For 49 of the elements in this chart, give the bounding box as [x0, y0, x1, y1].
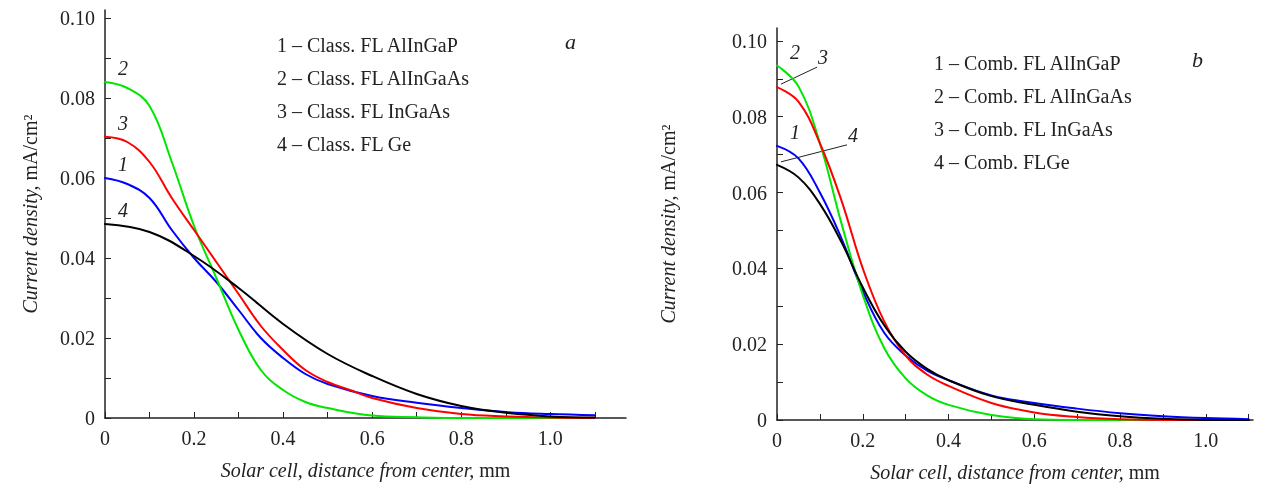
y-tick-label: 0.10	[732, 29, 767, 52]
y-axis-title: Current density, mA/cm²	[19, 114, 42, 314]
x-tick-label: 1.0	[537, 427, 563, 449]
x-tick-label: 0.6	[1021, 429, 1047, 451]
y-tick-label: 0.02	[60, 327, 95, 349]
x-tick-label: 0.8	[448, 427, 474, 449]
x-axis-title: Solar cell, distance from center, mm	[870, 461, 1161, 484]
series-label: 1	[790, 120, 800, 143]
series-label: 2	[118, 57, 128, 79]
y-tick-label: 0.06	[60, 167, 95, 189]
y-tick-label: 0.02	[732, 333, 767, 356]
series-label: 3	[817, 46, 828, 69]
line-series	[104, 177, 596, 417]
annotation: 3 – Comb. FL InGaAs	[934, 118, 1113, 140]
x-tick-label: 0.6	[359, 427, 385, 449]
annotation: 4 – Class. FL Ge	[276, 133, 412, 155]
x-tick-label: 0.4	[270, 427, 296, 449]
annotation: 3 – Class. FL InGaAs	[276, 100, 451, 122]
y-tick-label: 0.06	[732, 181, 767, 204]
y-tick-label: 0.04	[732, 257, 767, 280]
x-tick-label: 1.0	[1193, 429, 1219, 451]
y-tick-label: 0.04	[60, 247, 95, 269]
series-label: 3	[117, 111, 128, 134]
annotation: 4 – Comb. FLGe	[934, 151, 1070, 173]
y-tick-label: 0.10	[60, 7, 95, 29]
x-tick-label: 0.4	[936, 429, 962, 451]
annotation: 1 – Comb. FL AlInGaP	[934, 52, 1121, 74]
y-axis-title: Current density, mA/cm²	[657, 124, 680, 324]
x-tick-label: 0.2	[181, 427, 207, 449]
annotation: 1 – Class. FL AlInGaP	[276, 34, 458, 56]
text: a	[565, 28, 576, 54]
annotation: 2 – Comb. FL AlInGaAs	[934, 85, 1132, 107]
x-tick-label: 0	[100, 427, 110, 449]
y-tick-label: 0.08	[60, 87, 95, 109]
line-series	[104, 135, 596, 419]
x-tick-label: 0.2	[850, 429, 876, 451]
y-tick-label: 0.08	[732, 105, 767, 128]
text: 4	[848, 123, 858, 146]
y-tick-label: 0	[757, 409, 767, 431]
line-series	[104, 223, 596, 419]
series-label: 1	[118, 153, 128, 175]
x-axis-title: Solar cell, distance from center, mm	[220, 459, 511, 482]
series-label: 4	[118, 199, 128, 221]
annotation: 2 – Class. FL AlInGaAs	[276, 67, 470, 89]
x-tick-label: 0.8	[1107, 429, 1133, 451]
series-label: 2	[790, 40, 800, 63]
y-tick-label: 0	[85, 407, 95, 429]
x-tick-label: 0	[772, 429, 782, 451]
text: b	[1192, 46, 1203, 72]
